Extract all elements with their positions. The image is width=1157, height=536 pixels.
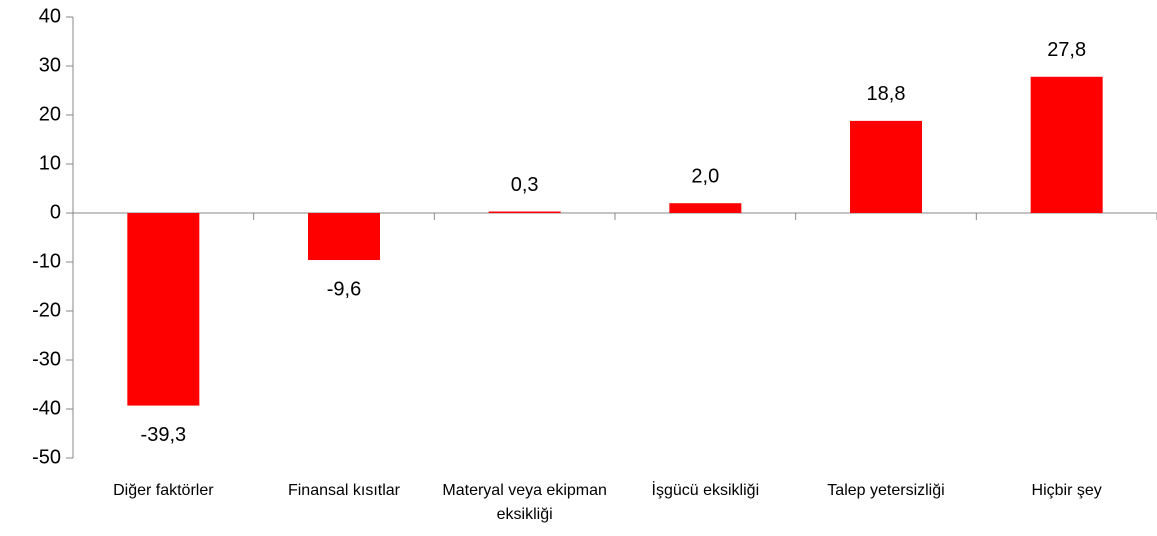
x-tick-label: İşgücü eksikliği: [651, 482, 760, 499]
value-label: -9,6: [327, 278, 361, 300]
y-tick-label: 20: [39, 103, 61, 125]
y-tick-label: -10: [32, 250, 61, 272]
bar: [1030, 76, 1103, 213]
y-tick-label: -30: [32, 348, 61, 370]
x-tick-label: Talep yetersizliği: [827, 482, 945, 499]
y-tick-label: 30: [39, 54, 61, 76]
bar: [488, 211, 561, 213]
value-label: 27,8: [1047, 39, 1086, 61]
bar: [669, 203, 742, 213]
y-tick-label: 40: [39, 5, 61, 27]
bar: [850, 120, 922, 213]
bar: [308, 213, 380, 261]
value-label: 0,3: [511, 174, 539, 196]
x-tick-label: Finansal kısıtlar: [287, 482, 401, 499]
y-tick-label: 10: [39, 152, 61, 174]
bar: [127, 213, 200, 406]
x-tick-label: Diğer faktörler: [113, 482, 214, 499]
value-label: 18,8: [867, 83, 906, 105]
y-tick-label: -20: [32, 299, 61, 321]
y-tick-label: -40: [32, 397, 61, 419]
x-tick-label: Materyal veya ekipman eksikliği: [442, 482, 607, 523]
y-tick-label: 0: [50, 201, 61, 223]
value-label: -39,3: [141, 424, 187, 446]
x-tick-label: Hiçbir şey: [1031, 482, 1102, 499]
y-tick-label: -50: [32, 446, 61, 468]
value-label: 2,0: [691, 165, 719, 187]
